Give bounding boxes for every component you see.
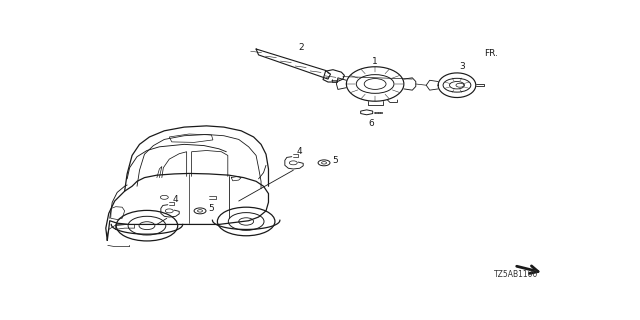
- Text: 5: 5: [208, 204, 214, 213]
- Text: 4: 4: [297, 147, 303, 156]
- Text: 3: 3: [459, 62, 465, 71]
- Text: TZ5AB1100: TZ5AB1100: [494, 270, 539, 279]
- Text: FR.: FR.: [484, 49, 498, 58]
- Text: 2: 2: [298, 43, 303, 52]
- Text: 4: 4: [173, 195, 179, 204]
- Circle shape: [456, 83, 464, 87]
- Text: 6: 6: [369, 119, 374, 128]
- Text: 5: 5: [332, 156, 338, 165]
- Text: 1: 1: [372, 57, 378, 66]
